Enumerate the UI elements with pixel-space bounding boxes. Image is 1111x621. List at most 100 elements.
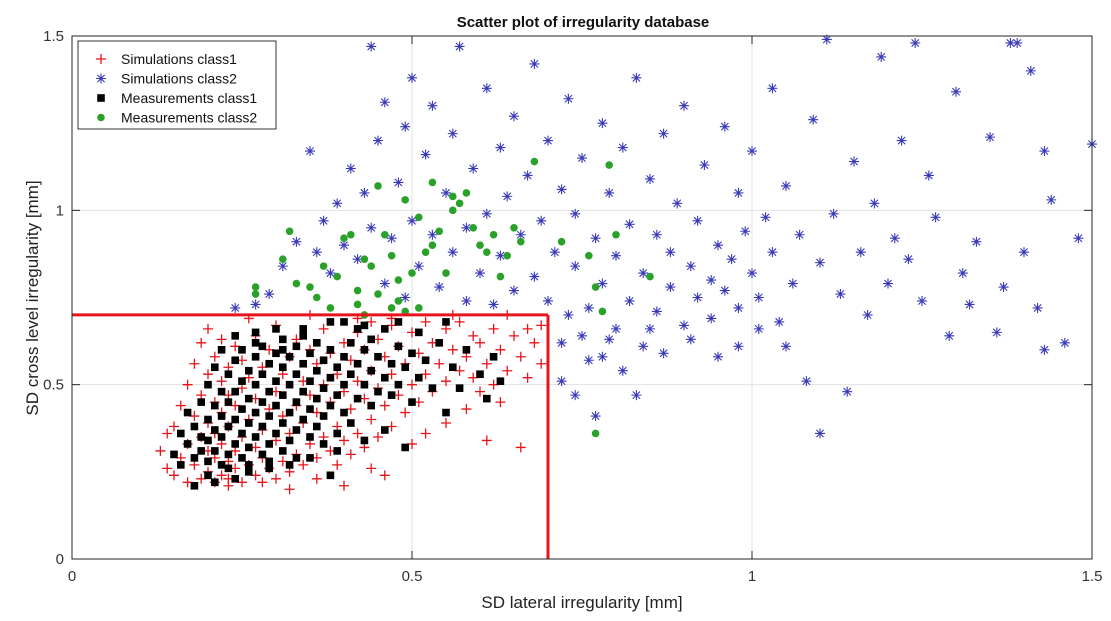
data-point: [665, 282, 676, 293]
data-point: [585, 251, 593, 260]
data-point: [381, 426, 389, 434]
data-point: [876, 51, 887, 62]
data-point: [421, 248, 430, 256]
data-point: [347, 419, 355, 427]
data-point: [367, 262, 376, 270]
data-point: [753, 323, 764, 334]
data-point: [251, 339, 260, 347]
data-point: [182, 379, 193, 390]
data-point: [360, 255, 369, 263]
data-point: [217, 461, 226, 469]
data-point: [760, 212, 771, 223]
data-point: [434, 358, 445, 369]
data-point: [313, 293, 321, 302]
data-point: [204, 415, 212, 424]
data-point: [1012, 37, 1023, 48]
data-point: [475, 386, 485, 397]
data-point: [415, 373, 423, 382]
data-point: [306, 377, 314, 385]
data-point: [245, 461, 253, 469]
data-point: [347, 370, 355, 379]
data-point: [604, 187, 615, 198]
x-tick-label: 1: [748, 568, 756, 585]
data-point: [447, 344, 458, 355]
data-point: [285, 227, 294, 236]
data-point: [196, 337, 207, 348]
data-point: [645, 173, 655, 184]
data-point: [292, 426, 301, 434]
data-point: [577, 153, 587, 164]
data-point: [434, 282, 445, 293]
data-point: [583, 302, 594, 313]
data-point: [326, 373, 335, 382]
data-point: [250, 299, 261, 310]
data-point: [251, 290, 260, 298]
data-point: [332, 459, 343, 470]
data-point: [604, 334, 615, 345]
data-point: [597, 351, 608, 362]
data-point: [442, 408, 450, 417]
x-tick-label: 1.5: [1082, 568, 1103, 585]
data-point: [189, 358, 200, 369]
data-point: [400, 292, 411, 303]
data-point: [292, 279, 301, 288]
data-point: [1073, 233, 1084, 244]
data-point: [258, 450, 267, 459]
data-point: [394, 297, 403, 305]
data-point: [245, 394, 253, 403]
axis-ticks: 0 0.5 1 1.5 0 0.5 1 1.5: [43, 28, 1102, 585]
legend-label: Simulations class1: [121, 51, 237, 67]
data-point: [679, 100, 689, 111]
data-point: [325, 268, 336, 279]
data-point: [591, 283, 600, 291]
data-point: [435, 339, 443, 347]
data-point: [598, 307, 607, 316]
data-point: [217, 346, 226, 354]
legend-marker: [96, 54, 106, 64]
data-point: [862, 309, 873, 320]
data-point: [332, 198, 343, 209]
data-point: [461, 222, 472, 233]
data-point: [808, 114, 819, 125]
data-point: [251, 328, 260, 337]
data-point: [672, 198, 683, 209]
data-point: [340, 234, 348, 243]
data-point: [631, 390, 642, 401]
data-point: [638, 341, 649, 352]
data-point: [306, 405, 314, 413]
data-point: [360, 321, 369, 330]
data-point: [318, 323, 329, 334]
data-point: [333, 363, 341, 372]
data-point: [299, 359, 307, 368]
data-point: [292, 370, 301, 379]
data-point: [522, 372, 533, 383]
data-point: [379, 400, 390, 411]
data-point: [162, 428, 173, 439]
data-point: [381, 325, 389, 333]
data-point: [597, 118, 608, 129]
data-point: [692, 215, 703, 226]
data-point: [340, 318, 348, 326]
data-point: [203, 369, 213, 380]
data-point: [400, 121, 411, 132]
series-4: [251, 157, 654, 438]
data-point: [517, 237, 525, 246]
data-point: [190, 422, 199, 431]
data-point: [617, 365, 628, 376]
data-point: [299, 387, 307, 396]
data-point: [415, 213, 423, 222]
data-point: [441, 418, 451, 429]
data-point: [638, 268, 649, 279]
data-point: [319, 412, 328, 420]
data-point: [345, 163, 356, 174]
data-point: [828, 208, 839, 219]
data-point: [1046, 194, 1057, 205]
data-point: [612, 230, 620, 239]
data-point: [510, 223, 518, 232]
data-point: [279, 346, 287, 354]
data-point: [211, 447, 219, 455]
data-point: [224, 450, 233, 459]
data-point: [515, 351, 526, 362]
data-point: [903, 254, 914, 265]
data-point: [353, 286, 362, 295]
